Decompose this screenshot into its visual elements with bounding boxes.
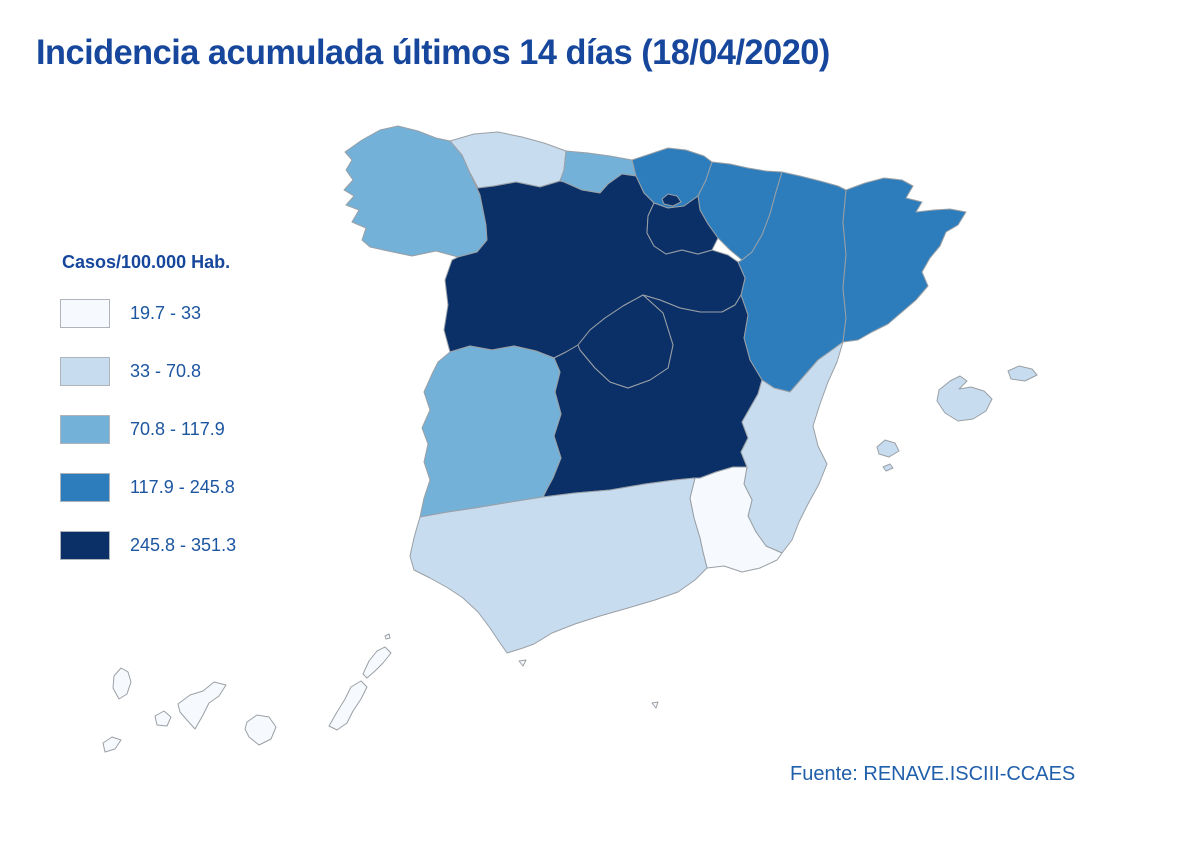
legend-label: 245.8 - 351.3 [130,535,237,555]
page-title: Incidencia acumulada últimos 14 días (18… [36,33,830,72]
region-extremadura: Extremadura — 70.8 - 117.9 [419,345,562,518]
map-legend: Casos/100.000 Hab. 19.7 - 33 33 - 70.8 7… [60,252,320,589]
region-canarias-fuerteventura: Canarias — 19.7 - 33 [328,680,368,731]
legend-swatch-class-5 [60,531,110,560]
legend-swatch-class-1 [60,299,110,328]
legend-item: 33 - 70.8 [60,357,320,386]
legend-swatch-class-2 [60,357,110,386]
region-canarias-la-gomera: Canarias — 19.7 - 33 [154,710,172,727]
legend-label: 33 - 70.8 [130,361,202,381]
region-cataluna: Cataluña — 117.9 - 245.8 [842,177,967,343]
region-canarias-gran-canaria: Canarias — 19.7 - 33 [244,714,277,746]
region-galicia: Galicia — 70.8 - 117.9 [343,125,488,258]
region-canarias-lanzarote: Canarias — 19.7 - 33 [362,646,392,679]
legend-label: 117.9 - 245.8 [130,477,235,497]
region-baleares-ibiza: Islas Baleares — 33 - 70.8 [876,439,900,458]
region-baleares-mallorca: Islas Baleares — 33 - 70.8 [936,375,993,422]
region-canarias-la-palma: Canarias — 19.7 - 33 [112,667,132,700]
legend-swatch-class-3 [60,415,110,444]
legend-item: 245.8 - 351.3 [60,531,320,560]
region-andalucia: Andalucía — 33 - 70.8 [409,477,708,654]
legend-label: 70.8 - 117.9 [130,419,225,439]
region-baleares-menorca: Islas Baleares — 33 - 70.8 [1007,365,1038,382]
legend-item: 19.7 - 33 [60,299,320,328]
region-baleares-formentera: Islas Baleares — 33 - 70.8 [882,463,894,472]
legend-title: Casos/100.000 Hab. [62,252,231,272]
legend-swatch-class-4 [60,473,110,502]
legend-item: 117.9 - 245.8 [60,473,320,502]
legend-item: 70.8 - 117.9 [60,415,320,444]
region-murcia: Región de Murcia — 19.7 - 33 [689,466,783,573]
region-canarias-islote-norte: Canarias — 19.7 - 33 [384,633,391,640]
region-madrid: Comunidad de Madrid — 245.8 - 351.3 [577,294,674,389]
region-trevino: Enclave de Treviño (Castilla y León) — 2… [661,193,682,207]
region-melilla: Melilla — 19.7 - 33 [651,701,659,709]
region-ceuta: Ceuta — 19.7 - 33 [518,659,527,667]
source-note: Fuente: RENAVE.ISCIII-CCAES [790,763,1076,785]
region-canarias-el-hierro: Canarias — 19.7 - 33 [102,736,122,753]
region-canarias-tenerife: Canarias — 19.7 - 33 [177,681,227,730]
region-la-rioja: La Rioja — 245.8 - 351.3 [646,195,719,255]
legend-label: 19.7 - 33 [130,303,202,323]
